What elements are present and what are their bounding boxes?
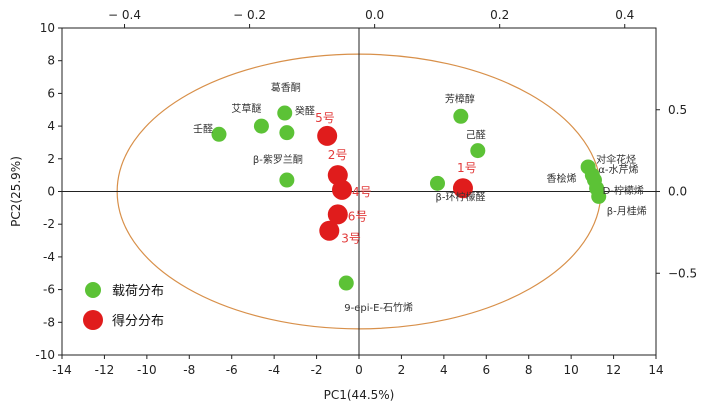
x-tick-label: 4 (440, 363, 448, 377)
score-point (327, 204, 348, 225)
top-tick-label: 0.2 (490, 8, 509, 22)
loading-point (279, 125, 295, 141)
score-label: 4号 (352, 185, 372, 199)
loading-label: 癸醛 (295, 105, 315, 118)
legend-marker (85, 282, 101, 298)
y-tick-label: 2 (47, 152, 55, 166)
top-tick-label: 0.4 (615, 8, 634, 22)
legend-label: 得分分布 (112, 313, 164, 329)
y-tick-label: -8 (43, 315, 55, 329)
y-tick-label: -6 (43, 283, 55, 297)
y-tick-label: 10 (40, 21, 55, 35)
x-tick-label: 14 (648, 363, 663, 377)
x-tick-label: 12 (606, 363, 621, 377)
score-point (332, 179, 353, 200)
score-label: 2号 (328, 148, 348, 162)
x-tick-label: 8 (525, 363, 533, 377)
score-point (317, 125, 338, 146)
loading-label: β-紫罗兰酮 (253, 153, 303, 166)
y-tick-label: 4 (47, 119, 55, 133)
loading-label: D-柠檬烯 (603, 184, 644, 197)
loading-label: 9-epi-E-石竹烯 (344, 301, 413, 314)
y-axis-title: PC2(25.9%) (9, 156, 23, 227)
x-tick-label: -6 (226, 363, 238, 377)
x-tick-label: 6 (482, 363, 490, 377)
y-tick-label: -10 (35, 348, 55, 362)
y-tick-label: 6 (47, 86, 55, 100)
score-label: 1号 (457, 161, 477, 175)
x-tick-label: -12 (95, 363, 115, 377)
loading-point (277, 105, 293, 121)
x-axis-title: PC1(44.5%) (324, 388, 395, 402)
top-tick-label: − 0.2 (233, 8, 266, 22)
x-tick-label: -4 (268, 363, 280, 377)
score-label: 6号 (348, 209, 368, 223)
loading-label: β-月桂烯 (607, 204, 647, 217)
y-tick-label: -4 (43, 250, 55, 264)
loading-point (453, 108, 469, 124)
x-tick-label: 2 (398, 363, 406, 377)
loading-label: 艾草醚 (231, 102, 261, 115)
loading-label: 己醛 (466, 129, 486, 142)
y-tick-label: 8 (47, 54, 55, 68)
loading-point (470, 143, 486, 159)
loading-point (211, 126, 227, 142)
loading-point (253, 118, 269, 134)
y-tick-label: 0 (47, 185, 55, 199)
loading-label: 芳樟醇 (445, 92, 475, 105)
top-tick-label: − 0.4 (108, 8, 141, 22)
right-tick-label: −0.5 (668, 266, 697, 280)
loading-point (338, 275, 354, 291)
right-tick-label: 0.0 (668, 185, 687, 199)
score-label: 3号 (341, 232, 361, 246)
x-tick-label: 0 (355, 363, 363, 377)
loading-point (591, 188, 607, 204)
legend-label: 载荷分布 (112, 284, 164, 299)
x-tick-label: -14 (52, 363, 72, 377)
score-point (452, 178, 473, 199)
score-label: 5号 (315, 111, 335, 125)
y-tick-label: -2 (43, 217, 55, 231)
x-tick-label: -10 (137, 363, 157, 377)
loading-label: 壬醛 (193, 122, 213, 135)
legend-marker (83, 310, 103, 330)
top-tick-label: 0.0 (365, 8, 384, 22)
loading-point (279, 172, 295, 188)
loading-label: 香桧烯 (546, 172, 576, 185)
x-tick-label: 10 (564, 363, 579, 377)
loading-label: α-水芹烯 (598, 163, 638, 176)
x-tick-label: -8 (183, 363, 195, 377)
loading-label: 对伞花烃 (596, 153, 636, 166)
loading-label: β-环柠檬醛 (435, 190, 485, 203)
score-point (319, 220, 340, 241)
loading-label: 葛香酮 (271, 81, 301, 94)
right-tick-label: 0.5 (668, 103, 687, 117)
x-tick-label: -2 (311, 363, 323, 377)
loading-point (429, 175, 445, 191)
